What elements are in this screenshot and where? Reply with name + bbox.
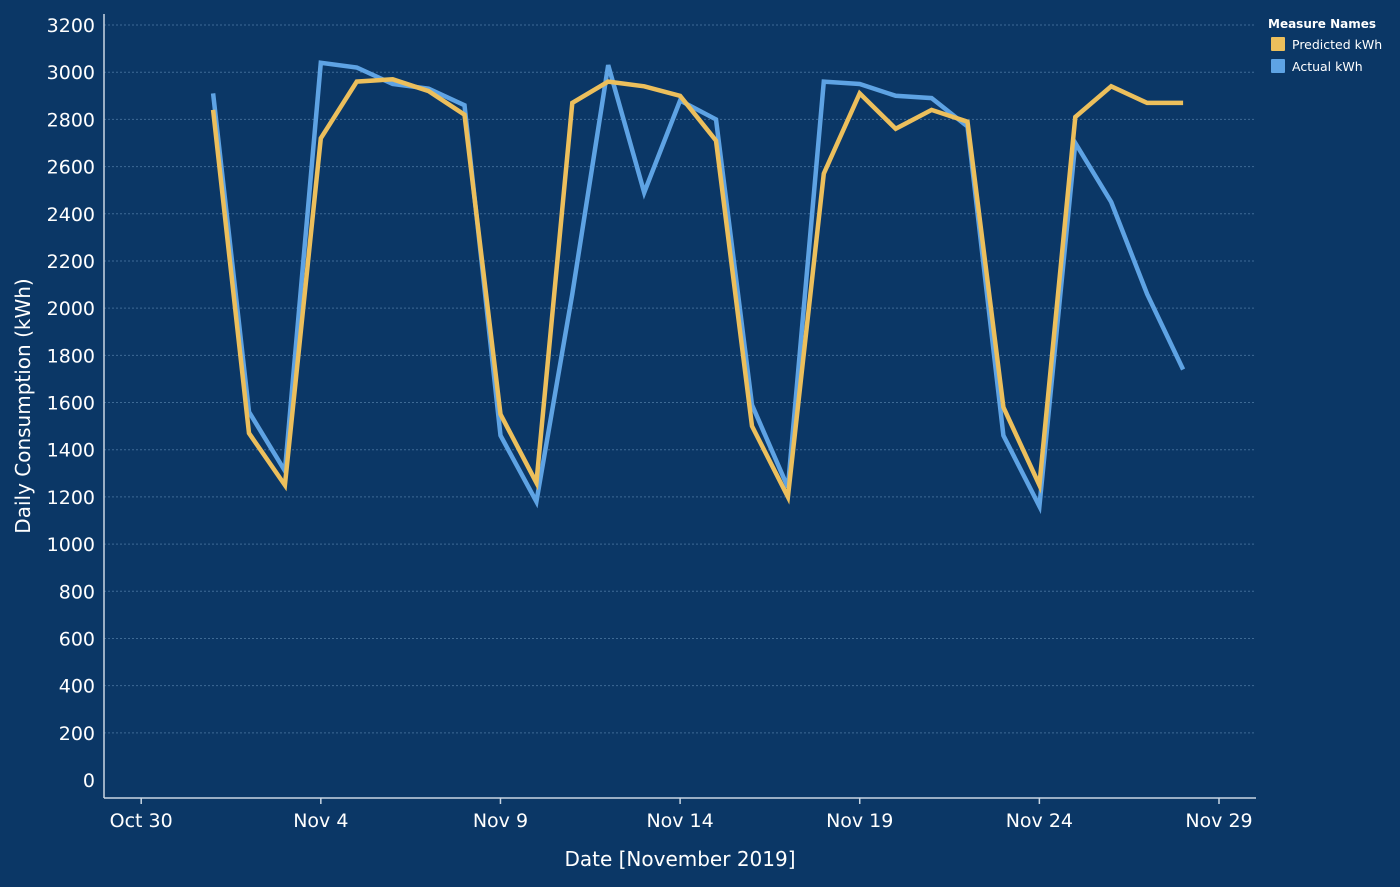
y-tick-label: 2000: [47, 298, 95, 320]
y-tick-label: 2600: [47, 157, 95, 179]
y-tick-label: 1400: [47, 440, 95, 462]
y-tick-label: 600: [59, 628, 95, 650]
x-tick-label: Oct 30: [110, 810, 173, 832]
y-tick-label: 3200: [47, 15, 95, 37]
legend-label[interactable]: Predicted kWh: [1292, 37, 1382, 52]
series-line-actual-kwh[interactable]: [210, 60, 1186, 515]
y-tick-label: 1000: [47, 534, 95, 556]
x-tick-label: Nov 24: [1006, 810, 1073, 832]
y-axis-title: Daily Consumption (kWh): [11, 278, 35, 533]
legend-swatch[interactable]: [1271, 37, 1285, 51]
legend-swatch[interactable]: [1271, 59, 1285, 73]
y-tick-label: 1600: [47, 393, 95, 415]
x-tick-label: Nov 9: [473, 810, 528, 832]
legend-title: Measure Names: [1268, 17, 1376, 31]
axes: 0 200 400 600 800 1000 1200 1400 1600 1800 2000 220…: [11, 14, 1256, 871]
y-tick-label: 1800: [47, 345, 95, 367]
series-line-predicted-kwh[interactable]: [210, 77, 1184, 505]
y-tick-label: 2800: [47, 109, 95, 131]
x-tick-label: Nov 4: [293, 810, 348, 832]
y-tick-label: 0: [83, 770, 95, 792]
y-tick-label: 800: [59, 581, 95, 603]
x-tick-label: Nov 29: [1185, 810, 1252, 832]
x-tick-label: Nov 14: [646, 810, 713, 832]
y-tick-label: 1200: [47, 487, 95, 509]
gridlines: [104, 24, 1256, 734]
legend-label[interactable]: Actual kWh: [1292, 59, 1363, 74]
y-tick-label: 400: [59, 676, 95, 698]
series-lines: [210, 60, 1186, 515]
legend[interactable]: Measure Names Predicted kWh Actual kWh: [1268, 17, 1382, 74]
y-tick-label: 2400: [47, 204, 95, 226]
y-tick-label: 200: [59, 723, 95, 745]
x-tick-label: Nov 19: [826, 810, 893, 832]
x-axis-title: Date [November 2019]: [564, 847, 795, 871]
y-tick-label: 3000: [47, 62, 95, 84]
y-tick-label: 2200: [47, 251, 95, 273]
